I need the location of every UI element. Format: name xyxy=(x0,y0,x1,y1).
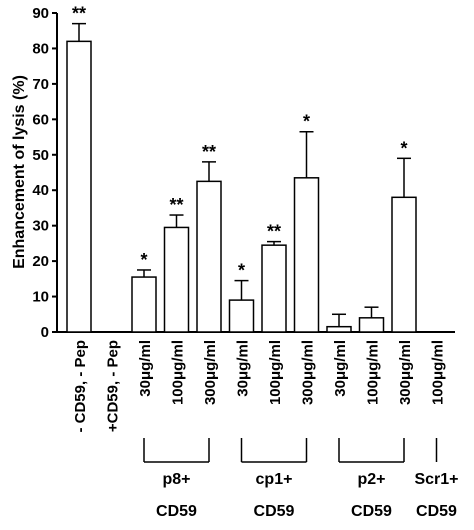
y-tick-label: 40 xyxy=(32,182,49,199)
group-label: CD59 xyxy=(351,503,392,520)
y-tick-label: 70 xyxy=(32,76,49,93)
significance: ** xyxy=(202,142,216,162)
bar xyxy=(131,276,157,333)
significance: * xyxy=(400,138,407,158)
y-tick-label: 80 xyxy=(32,40,49,57)
x-tick-label: 300μg/ml xyxy=(397,340,414,405)
x-tick-label: 100μg/ml xyxy=(365,340,382,405)
group-label: p2+ xyxy=(357,471,385,488)
group-label: p8+ xyxy=(162,471,190,488)
bar xyxy=(228,299,255,333)
bar xyxy=(391,196,417,333)
group-label: CD59 xyxy=(156,503,197,520)
x-tick-label: 30μg/ml xyxy=(235,340,252,397)
y-tick-label: 60 xyxy=(32,111,49,128)
x-tick-label: - CD59, - Pep xyxy=(72,340,89,433)
x-tick-label: 300μg/ml xyxy=(202,340,219,405)
x-tick-label: +CD59, - Pep xyxy=(105,340,122,432)
group-label: CD59 xyxy=(254,503,295,520)
x-tick-label: 100μg/ml xyxy=(430,340,447,405)
x-tick-label: 100μg/ml xyxy=(170,340,187,405)
x-tick-label: 300μg/ml xyxy=(300,340,317,405)
group-label: CD59 xyxy=(416,503,457,520)
x-tick-label: 30μg/ml xyxy=(332,340,349,397)
y-tick-label: 0 xyxy=(41,324,49,341)
x-tick-label: 30μg/ml xyxy=(137,340,154,397)
significance: ** xyxy=(169,195,183,215)
bar xyxy=(261,244,287,333)
y-tick-label: 30 xyxy=(32,218,49,235)
significance: ** xyxy=(267,222,281,242)
significance: ** xyxy=(72,4,86,24)
group-label: cp1+ xyxy=(256,471,293,488)
significance: * xyxy=(140,250,147,270)
y-tick-label: 20 xyxy=(32,253,49,270)
y-tick-label: 10 xyxy=(32,289,49,306)
group-label: Scr1+ xyxy=(414,471,458,488)
bar xyxy=(293,177,320,333)
y-tick-label: 50 xyxy=(32,147,49,164)
significance: * xyxy=(303,112,310,132)
bar xyxy=(66,40,92,333)
bar xyxy=(163,226,190,333)
bar xyxy=(326,325,352,333)
y-tick-label: 90 xyxy=(32,5,49,22)
y-axis-label: Enhancement of lysis (%) xyxy=(11,75,28,269)
x-tick-label: 100μg/ml xyxy=(267,340,284,405)
significance: * xyxy=(238,261,245,281)
bar xyxy=(358,317,385,333)
bar xyxy=(196,180,222,333)
